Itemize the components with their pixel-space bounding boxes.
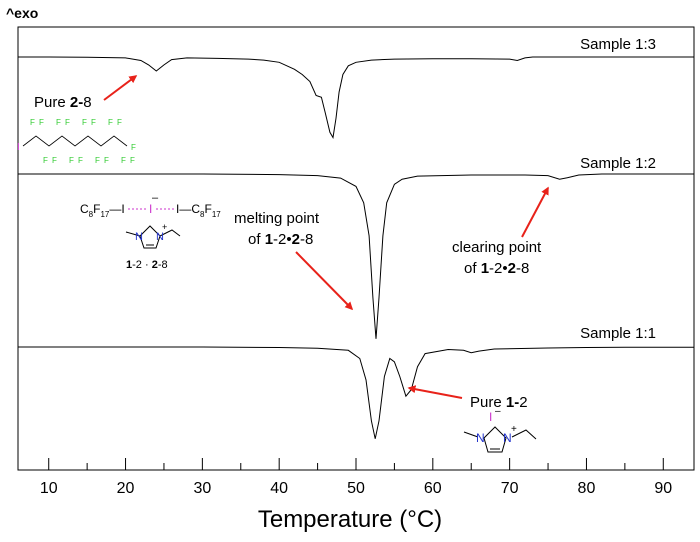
complex-formula-right: I—C8F17 [176, 202, 221, 219]
complex-formula: C8F17—I [80, 202, 125, 219]
perfluoro-fluorine-16: F [130, 156, 135, 165]
complex-methyl-bond [125, 231, 141, 237]
salt-ring-n1: N [476, 431, 485, 445]
exo-direction-label: ^exo [6, 5, 38, 21]
x-tick-label-90: 90 [654, 480, 672, 497]
complex-caption: 1-2 · 2-8 [126, 259, 168, 271]
salt-iodide-charge: – [495, 406, 501, 417]
complex-ring-n2: N [156, 231, 164, 243]
perfluoro-iodine: I [17, 142, 20, 153]
salt-ring-n2: N [503, 431, 512, 445]
arrow-clearing-point [521, 186, 549, 238]
perfluoro-fluorine-5: F [56, 118, 61, 127]
complex-charge-minus: – [152, 192, 159, 204]
x-tick-label-20: 20 [117, 480, 135, 497]
dsc-curve-series-3 [18, 346, 694, 439]
complex-charge-plus: + [162, 222, 167, 232]
salt-iodide: I [489, 410, 492, 424]
perfluoro-fluorine-1: F [30, 118, 35, 127]
arrow-melting-point [295, 251, 354, 311]
x-tick-label-70: 70 [501, 480, 519, 497]
series-label-1-1: Sample 1:1 [580, 325, 656, 342]
x-tick-label-60: 60 [424, 480, 442, 497]
salt-methyl-bond [463, 431, 479, 438]
annotation-melting-point: melting point of 1-2•2-8 [234, 210, 323, 248]
x-tick-label-10: 10 [40, 480, 58, 497]
x-axis-tick-labels: 10 20 30 40 50 60 70 80 90 [40, 480, 672, 497]
complex-ethyl-bond [159, 229, 181, 237]
complex-imidazolium-ring [139, 225, 161, 249]
x-axis-label: Temperature (°C) [258, 506, 442, 533]
dsc-curves [18, 56, 694, 439]
perfluoro-fluorine-10: F [91, 118, 96, 127]
annotation-pure-2-8: Pure 2-8 [34, 94, 92, 111]
perfluoro-fluorine-3: F [43, 156, 48, 165]
x-tick-label-50: 50 [347, 480, 365, 497]
salt-charge-plus: + [511, 424, 517, 435]
perfluoro-fluorine-6: F [65, 118, 70, 127]
annotation-pure-1-2: Pure 1-2 [470, 394, 528, 411]
x-tick-label-30: 30 [193, 480, 211, 497]
complex-ring-n1: N [135, 231, 143, 243]
series-label-1-3: Sample 1:3 [580, 36, 656, 53]
perfluoro-fluorine-14: F [117, 118, 122, 127]
perfluoro-fluorine-7: F [69, 156, 74, 165]
arrow-pure-2-8 [103, 75, 138, 101]
x-tick-label-40: 40 [270, 480, 288, 497]
x-tick-label-80: 80 [578, 480, 596, 497]
dsc-curve-series-1 [18, 56, 694, 139]
annotation-clearing-point: clearing point of 1-2•2-8 [452, 239, 545, 277]
perfluoro-fluorine-17: F [131, 143, 136, 152]
perfluoro-backbone [22, 135, 128, 147]
salt-ethyl-bond [511, 429, 537, 440]
perfluoro-fluorine-15: F [121, 156, 126, 165]
perfluorooctyl-iodide-structure: IF FF FF FF FF FF FF FF FF [17, 118, 136, 165]
perfluoro-fluorine-9: F [82, 118, 87, 127]
dsc-curve-series-2 [18, 173, 694, 339]
perfluoro-fluorine-12: F [104, 156, 109, 165]
perfluoro-fluorine-8: F [78, 156, 83, 165]
x-axis-ticks [48, 458, 664, 470]
complex-structure: C8F17—I I – I—C8F17 N N + 1-2 · 2-8 [80, 192, 221, 271]
perfluoro-fluorine-13: F [108, 118, 113, 127]
salt-imidazolium-ring [483, 426, 507, 453]
complex-central-iodide: I [149, 202, 152, 216]
salt-structure: I – N N + [463, 406, 537, 453]
series-label-1-2: Sample 1:2 [580, 155, 656, 172]
plot-frame [17, 26, 695, 471]
perfluoro-fluorine-4: F [52, 156, 57, 165]
perfluoro-fluorine-2: F [39, 118, 44, 127]
perfluoro-fluorine-11: F [95, 156, 100, 165]
arrow-pure-1-2 [407, 385, 463, 399]
